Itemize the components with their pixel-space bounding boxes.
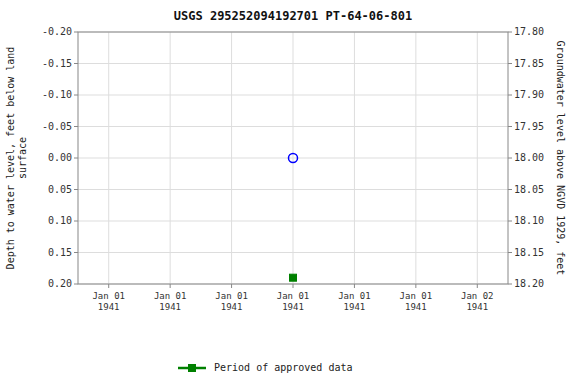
tick-label: 0.05 [48,184,72,195]
tick-mark [74,95,78,96]
axis-label: Depth to water level, feet below landsur… [5,47,28,270]
tick-label: Jan 011941 [92,291,125,312]
chart: -0.20 -0.15 -0.10 -0.05 0.00 0.05 0.10 0.15 0.20… [0,0,576,384]
tick-mark [74,158,78,159]
tick-mark [74,32,78,33]
text-line: Jan 01 [338,291,371,301]
title: USGS 295252094192701 PT-64-06-801 [174,9,412,23]
text-line: 1941 [221,302,243,312]
tick-label: -0.10 [42,89,72,100]
text-line: surface [17,137,28,179]
text-line: 1941 [344,302,366,312]
tick-mark [508,252,512,253]
tick-mark [74,284,78,285]
tick-label: 0.00 [48,152,72,163]
text-line: 1941 [466,302,488,312]
marks [289,154,298,282]
text-line: 1941 [282,302,304,312]
text-line: 1941 [159,302,181,312]
tick-label: 17.90 [514,89,544,100]
legend-label: Period of approved data [214,362,352,373]
text-line: Jan 01 [215,291,248,301]
tick-label: Jan 011941 [400,291,433,312]
tick-mark [354,284,355,288]
tick-mark [293,284,294,288]
tick-label: 17.85 [514,58,544,69]
tick-label: Jan 011941 [154,291,187,312]
legend-marker [188,364,196,372]
tick-mark [74,252,78,253]
tick-label: 18.20 [514,278,544,289]
tick-label: 18.05 [514,184,544,195]
tick-label: Jan 011941 [215,291,248,312]
tick-label: 17.95 [514,121,544,132]
grid-line [415,32,416,284]
tick-mark [508,284,512,285]
tick-label: 18.10 [514,215,544,226]
tick-label: 18.15 [514,247,544,258]
tick-mark [415,284,416,288]
point [289,154,298,163]
axes: -0.20 -0.15 -0.10 -0.05 0.00 0.05 0.10 0.15 0.20… [42,26,544,312]
axis-label: Groundwater level above NGVD 1929, feet [555,41,566,276]
tick-mark [74,189,78,190]
tick-label: -0.05 [42,121,72,132]
tick-label: 0.15 [48,247,72,258]
background [0,0,576,384]
plot-frame [78,32,508,284]
tick-mark [74,221,78,222]
tick-label: 0.20 [48,278,72,289]
text-line: Jan 02 [461,291,494,301]
text-line: Jan 01 [400,291,433,301]
tick-mark [108,284,109,288]
tick-mark [508,95,512,96]
tick-mark [508,158,512,159]
text-line: 1941 [405,302,427,312]
grid-line [231,32,232,284]
tick-mark [508,32,512,33]
grid-line [108,32,109,284]
tick-label: 0.10 [48,215,72,226]
tick-label: -0.15 [42,58,72,69]
tick-mark [508,189,512,190]
point [290,274,297,281]
grid-line [477,32,478,284]
tick-label: Jan 021941 [461,291,494,312]
grid-line [354,32,355,284]
grid [78,32,508,284]
text-line: Jan 01 [154,291,187,301]
tick-mark [74,63,78,64]
tick-mark [231,284,232,288]
tick-label: Jan 011941 [338,291,371,312]
tick-label: -0.20 [42,26,72,37]
tick-mark [170,284,171,288]
legend: Period of approved data [178,362,352,373]
tick-mark [508,221,512,222]
text-line: 1941 [98,302,120,312]
text-line: Jan 01 [92,291,125,301]
tick-mark [508,63,512,64]
tick-label: 18.00 [514,152,544,163]
grid-line [293,32,294,284]
tick-mark [508,126,512,127]
tick-mark [477,284,478,288]
tick-mark [74,126,78,127]
tick-label: 17.80 [514,26,544,37]
tick-label: Jan 011941 [277,291,310,312]
text-line: Depth to water level, feet below land [5,47,16,270]
grid-line [170,32,171,284]
text-line: Jan 01 [277,291,310,301]
